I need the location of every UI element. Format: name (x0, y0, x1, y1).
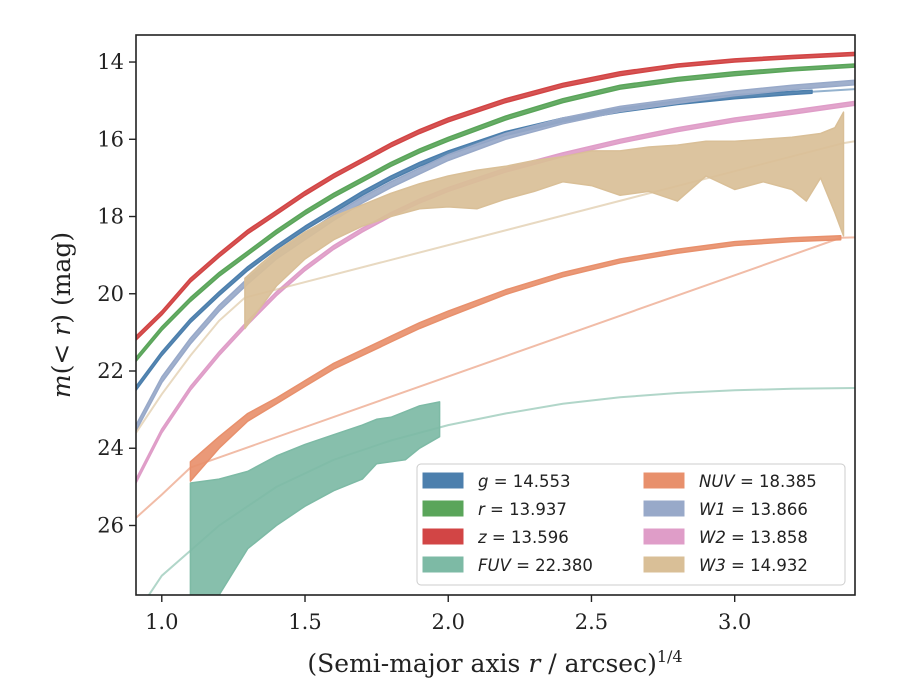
series-nuv-band (189, 235, 842, 482)
legend-swatch-w2 (643, 528, 685, 545)
y-tick-label-26: 26 (97, 513, 124, 537)
x-tick-label-2-0: 2.0 (432, 610, 465, 634)
legend-swatch-z (422, 528, 464, 545)
legend-swatch-w1 (643, 500, 685, 517)
legend-swatch-g (422, 472, 464, 489)
y-tick-label-14: 14 (97, 50, 124, 74)
series-g-profile-line (811, 88, 855, 93)
x-tick-label-2-5: 2.5 (575, 610, 608, 634)
series-z-band (136, 51, 855, 341)
legend: g = 14.553 r = 13.937 z = 13.596 FUV = 22.3… (416, 463, 846, 586)
y-tick-label-24: 24 (97, 436, 124, 460)
ticks-layer: 1.0 1.5 2.0 2.5 3.0 14 16 18 20 22 24 26 (97, 50, 751, 634)
legend-label-w2: W2 = 13.858 (699, 528, 808, 547)
legend-label-w1: W1 = 13.866 (699, 500, 808, 519)
series-fuv-band (189, 401, 441, 595)
x-tick-label-1-0: 1.0 (145, 610, 178, 634)
series-layer (136, 51, 855, 595)
x-tick-label-3-0: 3.0 (718, 610, 751, 634)
y-tick-label-18: 18 (97, 205, 124, 229)
plot-frame (135, 34, 856, 596)
legend-swatch-fuv (422, 556, 464, 573)
legend-label-nuv: NUV = 18.385 (699, 472, 817, 491)
x-tick-label-1-5: 1.5 (288, 610, 321, 634)
series-r-band (136, 63, 855, 363)
legend-swatch-r (422, 500, 464, 517)
y-tick-label-22: 22 (97, 359, 124, 383)
y-tick-label-20: 20 (97, 282, 124, 306)
legend-label-fuv: FUV = 22.380 (478, 556, 593, 575)
y-axis-title: m(< r) (mag) (47, 232, 76, 398)
x-axis-title: (Semi-major axis r / arcsec)1/4 (307, 647, 682, 678)
y-tick-label-16: 16 (97, 127, 124, 151)
series-w3-band (244, 111, 845, 330)
legend-box (416, 463, 846, 586)
legend-label-w3: W3 = 14.932 (699, 556, 808, 575)
legend-swatch-nuv (643, 472, 685, 489)
legend-label-z: z = 13.596 (477, 528, 569, 547)
series-g-band (136, 89, 813, 392)
legend-label-r: r = 13.937 (478, 500, 567, 519)
legend-label-g: g = 14.553 (478, 472, 571, 491)
legend-swatch-w3 (643, 556, 685, 573)
